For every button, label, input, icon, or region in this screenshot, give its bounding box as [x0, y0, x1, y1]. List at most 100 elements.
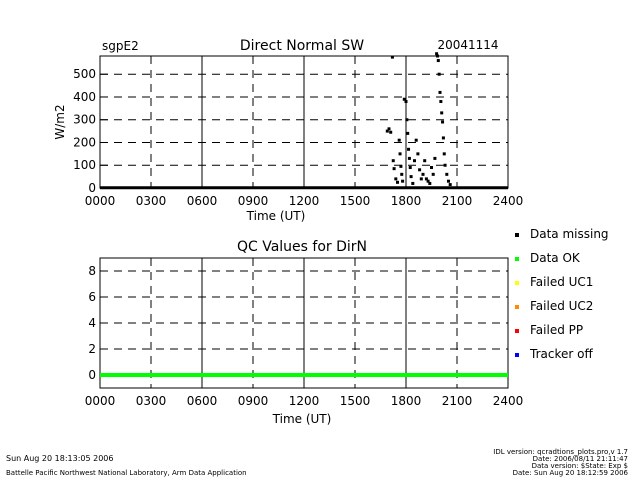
- chart1-y-tick-label: 100: [73, 158, 96, 172]
- chart2-x-tick-label: 0600: [187, 394, 218, 408]
- chart1-x-tick-label: 1800: [391, 194, 422, 208]
- chart2-x-ticks: 0000 0300 0600 0900 1200 1500 1800 2100 2400: [85, 394, 524, 408]
- chart1-data-point: [396, 180, 399, 184]
- chart1-grid: [100, 56, 508, 188]
- legend-item-label: Failed UC2: [530, 299, 593, 313]
- footer-version-info: IDL version: qcradtions_plots.pro,v 1.7D…: [493, 448, 628, 477]
- chart1-data-point: [404, 100, 408, 104]
- chart1-data-point: [442, 152, 446, 156]
- chart1-y-tick-label: 400: [73, 90, 96, 104]
- chart1-data-point: [430, 166, 433, 170]
- chart2-x-tick-label: 0000: [85, 394, 116, 408]
- chart1-data-point: [389, 130, 393, 134]
- footer-version-line: IDL version: qcradtions_plots.pro,v 1.7: [493, 448, 628, 456]
- chart2-x-axis-label: Time (UT): [272, 412, 332, 426]
- chart1-data-point: [426, 179, 430, 183]
- chart1-data-point: [448, 183, 452, 187]
- chart2-y-tick-label: 2: [88, 342, 96, 356]
- chart1-x-tick-label: 2400: [493, 194, 524, 208]
- chart1-y-ticks: 0 100 200 300 400 500: [73, 67, 108, 195]
- footer-version-line: Date: 2006/08/11 21:11:47: [533, 455, 628, 463]
- legend-item-label: Data OK: [530, 251, 581, 265]
- chart1-data-point: [391, 159, 395, 163]
- chart1-data-point: [421, 172, 425, 176]
- footer-version-line: Date: Sun Aug 20 18:12:59 2006: [513, 469, 629, 477]
- chart1-x-tick-label: 0900: [238, 194, 269, 208]
- chart1-y-tick-label: 0: [88, 181, 96, 195]
- chart1-data-point: [435, 52, 439, 56]
- footer-timestamp: Sun Aug 20 18:13:05 2006: [6, 454, 113, 463]
- chart1-y-tick-label: 300: [73, 113, 96, 127]
- chart2-grid: [100, 258, 508, 388]
- chart1-data-point: [401, 179, 405, 183]
- chart1-data-point: [408, 166, 412, 170]
- chart1-data-point: [409, 175, 413, 179]
- chart2-title: QC Values for DirN: [237, 239, 367, 255]
- chart2-y-tick-label: 8: [88, 264, 96, 278]
- chart1-data-point: [390, 55, 394, 59]
- chart1-data-point: [392, 167, 396, 171]
- legend-item-label: Data missing: [530, 227, 609, 241]
- chart1-data-point: [428, 181, 432, 185]
- chart1-data-point: [394, 177, 398, 181]
- chart1-data: [100, 52, 508, 190]
- chart1-x-axis-label: Time (UT): [246, 209, 306, 223]
- chart1-data-point: [387, 127, 391, 131]
- chart1-data-point: [441, 120, 445, 124]
- chart2-x-tick-label: 2400: [493, 394, 524, 408]
- chart1-data-point: [440, 111, 444, 115]
- legend-item-label: Failed UC1: [530, 275, 593, 289]
- chart1-data-point: [424, 177, 428, 181]
- chart1-data-point: [438, 90, 442, 94]
- chart2-x-tick-label: 1500: [340, 394, 371, 408]
- chart1-data-point: [416, 152, 420, 156]
- site-label: sgpE2: [102, 39, 139, 53]
- chart2-y-ticks: 0 2 4 6 8: [88, 264, 108, 382]
- chart1-data-point: [418, 168, 422, 172]
- chart1-data-point: [385, 129, 389, 133]
- legend-marker: [515, 233, 519, 237]
- chart1-data-point: [407, 147, 411, 151]
- chart1-data-point: [445, 172, 449, 176]
- chart1-data-point: [413, 159, 416, 163]
- chart1-data-point: [443, 163, 447, 167]
- chart2-y-tick-label: 4: [88, 316, 96, 330]
- legend-item-label: Failed PP: [530, 323, 583, 337]
- chart2-y-tick-label: 0: [88, 368, 96, 382]
- chart1-data-point: [441, 136, 445, 140]
- footer-version-line: Data version: $State: Exp $: [532, 462, 628, 470]
- chart1-data-point: [431, 172, 435, 176]
- chart2-x-tick-label: 0300: [136, 394, 167, 408]
- legend: Data missing Data OK Failed UC1 Failed UC2 F…: [515, 227, 609, 361]
- chart2-y-tick-label: 6: [88, 290, 96, 304]
- chart1-data-point: [423, 159, 427, 163]
- chart1-data-point: [435, 54, 439, 58]
- chart1-y-axis-label: W/m2: [53, 104, 67, 139]
- chart1-data-point: [437, 72, 441, 76]
- chart1-x-tick-label: 2100: [442, 194, 473, 208]
- chart2-x-tick-label: 1200: [289, 394, 320, 408]
- legend-marker: [515, 257, 519, 261]
- legend-item-label: Tracker off: [529, 347, 593, 361]
- chart1-title: Direct Normal SW: [240, 38, 364, 54]
- chart1-x-tick-label: 0600: [187, 194, 218, 208]
- chart1-y-tick-label: 200: [73, 135, 96, 149]
- chart1-data-point: [399, 164, 403, 168]
- chart1-data-point: [433, 156, 437, 160]
- chart2-x-tick-label: 2100: [442, 394, 473, 408]
- chart1-y-tick-label: 500: [73, 67, 96, 81]
- chart1-data-point: [407, 156, 411, 160]
- chart1-data-point: [436, 59, 440, 63]
- chart1-data-point: [406, 131, 410, 135]
- footer-org: Battelle Pacific Northwest National Labo…: [6, 469, 247, 477]
- chart1-data-point: [400, 172, 404, 176]
- legend-marker: [515, 353, 519, 357]
- chart1-data-point: [419, 177, 423, 181]
- chart1-x-tick-label: 1200: [289, 194, 320, 208]
- chart1-x-tick-label: 0000: [85, 194, 116, 208]
- chart1-x-tick-label: 0300: [136, 194, 167, 208]
- chart1-data-point: [405, 118, 409, 122]
- chart2-x-tick-label: 1800: [391, 394, 422, 408]
- chart1-data-point: [447, 179, 450, 183]
